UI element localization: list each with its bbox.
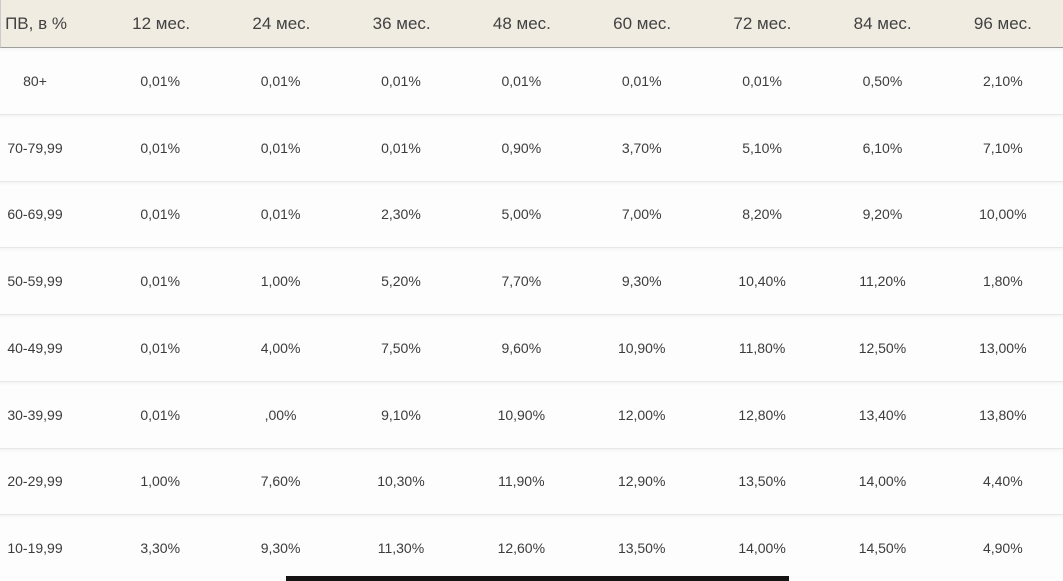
table-row: 20-29,99 1,00% 7,60% 10,30% 11,90% 12,90% 13,5… (0, 447, 1063, 515)
table-row: 60-69,99 0,01% 0,01% 2,30% 5,00% 7,00% 8,20% 9,… (0, 180, 1063, 248)
rate-cell: 14,50% (858, 540, 907, 557)
rate-cell: ,00% (264, 406, 297, 423)
header-cell-term: 12 мес. (132, 13, 191, 33)
rate-cell: 0,01% (381, 139, 421, 156)
rate-cell: 9,30% (621, 273, 662, 290)
header-cell-term: 48 мес. (492, 13, 551, 33)
rate-cell: 2,30% (381, 206, 421, 223)
rate-cell: 6,10% (862, 139, 903, 156)
row-label: 10-19,99 (7, 540, 63, 557)
rate-cell: 0,01% (140, 406, 181, 423)
row-label: 50-59,99 (7, 273, 63, 290)
row-label: 40-49,99 (7, 339, 63, 356)
rate-cell: 10,00% (979, 206, 1027, 223)
rate-cell: 0,01% (140, 206, 181, 223)
rate-cell: 0,90% (501, 139, 542, 156)
rate-cell: 3,30% (140, 540, 181, 557)
rate-cell: 12,60% (497, 540, 546, 557)
header-cell-term: 60 мес. (613, 13, 672, 33)
rate-cell: 0,01% (742, 72, 782, 89)
table-row: 80+ 0,01% 0,01% 0,01% 0,01% 0,01% 0,01% 0,50% 2,… (0, 48, 1063, 114)
rate-cell: 4,00% (260, 339, 301, 356)
row-label: 70-79,99 (7, 139, 63, 156)
table-body: 80+ 0,01% 0,01% 0,01% 0,01% 0,01% 0,01% 0,50% 2,… (0, 48, 1063, 581)
rate-cell: 12,80% (738, 406, 786, 423)
rate-cell: 0,01% (140, 139, 181, 156)
row-label: 20-29,99 (7, 473, 63, 490)
row-label: 60-69,99 (7, 206, 63, 223)
rate-cell: 0,01% (260, 72, 301, 89)
rate-cell: 2,10% (982, 72, 1023, 89)
rate-cell: 7,60% (260, 473, 301, 490)
row-label: 30-39,99 (7, 406, 63, 423)
rate-cell: 9,30% (260, 540, 301, 557)
rate-cell: 12,90% (617, 473, 666, 490)
rate-cell: 10,90% (617, 339, 666, 356)
rate-cell: 7,10% (982, 139, 1023, 156)
rate-cell: 1,00% (140, 473, 181, 490)
rate-cell: 0,01% (260, 206, 301, 223)
table-header: ПВ, в % 12 мес. 24 мес. 36 мес. 48 мес. 60 ме… (0, 0, 1063, 48)
header-cell-term: 24 мес. (252, 13, 311, 33)
rate-cell: 0,01% (501, 72, 542, 89)
rate-cell: 0,01% (140, 339, 181, 356)
rate-cell: 10,90% (497, 406, 546, 423)
rate-cell: 13,40% (858, 406, 907, 423)
table-row: 50-59,99 0,01% 1,00% 5,20% 7,70% 9,30% 10,40% 1… (0, 247, 1063, 314)
header-cell-term: 72 мес. (733, 13, 792, 33)
rate-cell: 4,40% (982, 473, 1023, 490)
rate-cell: 10,40% (738, 273, 786, 290)
rate-cell: 11,20% (859, 273, 906, 290)
rate-cell: 9,60% (501, 339, 542, 356)
rate-cell: 13,50% (738, 473, 786, 490)
rate-cell: 0,01% (140, 72, 181, 89)
rate-cell: 5,10% (742, 139, 782, 156)
header-cell-term: 36 мес. (372, 13, 431, 33)
rate-cell: 14,00% (738, 540, 786, 557)
rate-cell: 13,00% (979, 339, 1027, 356)
rate-cell: 9,20% (862, 206, 903, 223)
rate-cell: 11,80% (738, 339, 786, 356)
table-row: 40-49,99 0,01% 4,00% 7,50% 9,60% 10,90% 11,80%… (0, 314, 1063, 381)
rate-cell: 0,50% (862, 72, 903, 89)
table-row: 30-39,99 0,01% ,00% 9,10% 10,90% 12,00% 12,80%… (0, 380, 1063, 448)
rate-cell: 7,00% (621, 206, 662, 223)
header-cell-term: 96 мес. (973, 13, 1032, 33)
rate-cell: 1,80% (982, 273, 1023, 290)
rate-cell: 1,00% (260, 273, 301, 290)
rate-cell: 0,01% (140, 273, 181, 290)
rate-cell: 13,50% (617, 540, 666, 557)
row-label: 80+ (23, 72, 47, 89)
table-row: 70-79,99 0,01% 0,01% 0,01% 0,90% 3,70% 5,10% 6,… (0, 113, 1063, 181)
header-cell-pv: ПВ, в % (5, 13, 67, 33)
rate-cell: 5,00% (501, 206, 542, 223)
rate-cell: 11,30% (377, 540, 425, 557)
rate-cell: 13,80% (979, 406, 1027, 423)
rate-cell: 12,50% (858, 339, 907, 356)
header-cell-term: 84 мес. (853, 13, 912, 33)
table-row: 10-19,99 3,30% 9,30% 11,30% 12,60% 13,50% 14,0… (0, 514, 1063, 581)
rate-cell: 11,90% (498, 473, 545, 490)
rate-cell: 12,00% (617, 406, 666, 423)
rate-cell: 4,90% (982, 540, 1023, 557)
rate-cell: 10,30% (377, 473, 425, 490)
bottom-dark-bar (286, 576, 789, 581)
rate-cell: 5,20% (381, 273, 421, 290)
rate-cell: 3,70% (621, 139, 662, 156)
rate-cell: 14,00% (858, 473, 907, 490)
rate-cell: 0,01% (260, 139, 301, 156)
rate-cell: 0,01% (621, 72, 662, 89)
rate-cell: 8,20% (742, 206, 782, 223)
rate-cell: 7,50% (381, 339, 421, 356)
rate-cell: 7,70% (501, 273, 542, 290)
rate-cell: 9,10% (381, 406, 421, 423)
rate-cell: 0,01% (381, 72, 421, 89)
